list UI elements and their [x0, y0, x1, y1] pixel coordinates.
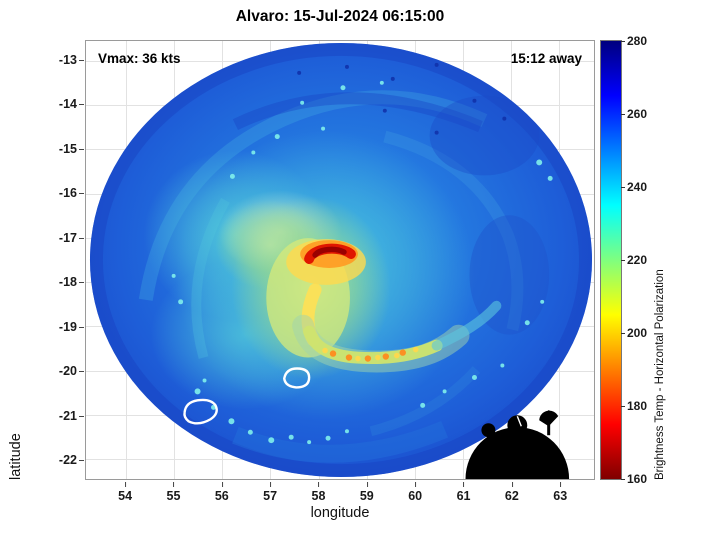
y-tick-label: -21 [58, 408, 85, 423]
convective-core-dark [312, 246, 347, 258]
cyan-speckles [171, 80, 553, 445]
navy-speckles [297, 62, 507, 135]
colorbar: 160 180 200 220 240 260 280 [600, 34, 647, 486]
x-tick-label: 63 [553, 482, 567, 503]
x-tick-label: 58 [312, 482, 325, 503]
x-tick-label: 55 [167, 482, 180, 503]
colorbar-tick-label: 280 [620, 34, 648, 48]
y-tick-label: -18 [58, 275, 85, 290]
chart-title: Alvaro: 15-Jul-2024 06:15:00 [235, 8, 445, 25]
y-axis-label: latitude [8, 433, 24, 480]
y-axis-ticks: -13 -14 -15 -16 -17 -18 -19 -20 -21 -22 [41, 40, 85, 480]
colorbar-tick-label: 260 [620, 107, 648, 122]
colorbar-tick-label: 240 [620, 179, 648, 194]
colorbar-tick-label: 180 [620, 398, 648, 413]
white-contours [183, 350, 582, 425]
x-tick-label: 56 [215, 482, 229, 503]
y-tick-label: -13 [58, 53, 85, 68]
y-tick-label: -22 [58, 452, 85, 467]
y-tick-label: -19 [58, 319, 85, 334]
cimss-logo: C I M S S [465, 410, 570, 479]
x-tick-label: 60 [408, 482, 422, 503]
vmax-annotation: Vmax: 36 kts [98, 51, 181, 66]
x-tick-label: 61 [457, 482, 470, 503]
y-tick-label: -14 [58, 97, 85, 112]
colorbar-tick-label: 160 [620, 472, 648, 486]
colorbar-label: Brightness Temp - Horizontal Polarizatio… [654, 269, 666, 480]
time-away-annotation: 15:12 away [510, 51, 582, 66]
observatory-dome-icon [507, 415, 528, 436]
colorbar-tick-label: 200 [620, 326, 648, 341]
x-tick-label: 54 [118, 482, 132, 503]
colorbar-tick-label: 220 [620, 253, 648, 267]
x-tick-label: 62 [505, 482, 519, 503]
y-tick-label: -16 [58, 186, 85, 201]
satellite-swath-image: C I M S S [89, 42, 593, 479]
x-axis-label: longitude [310, 505, 370, 521]
plot-area: C I M S S Vmax: 36 kts 15:12 away [85, 40, 595, 480]
x-tick-label: 59 [360, 482, 374, 503]
rainband-yellow-speckles [322, 346, 419, 362]
x-tick-label: 57 [263, 482, 277, 503]
y-tick-label: -15 [58, 141, 85, 156]
colorbar-gradient [601, 41, 621, 479]
x-axis-ticks: 54 55 56 57 58 59 60 61 62 63 [85, 482, 595, 503]
y-tick-label: -20 [58, 364, 85, 379]
rainband-orange-speckles [329, 349, 406, 362]
swath-data [89, 42, 593, 478]
satellite-dish-icon [539, 410, 559, 427]
y-tick-label: -17 [58, 230, 85, 245]
